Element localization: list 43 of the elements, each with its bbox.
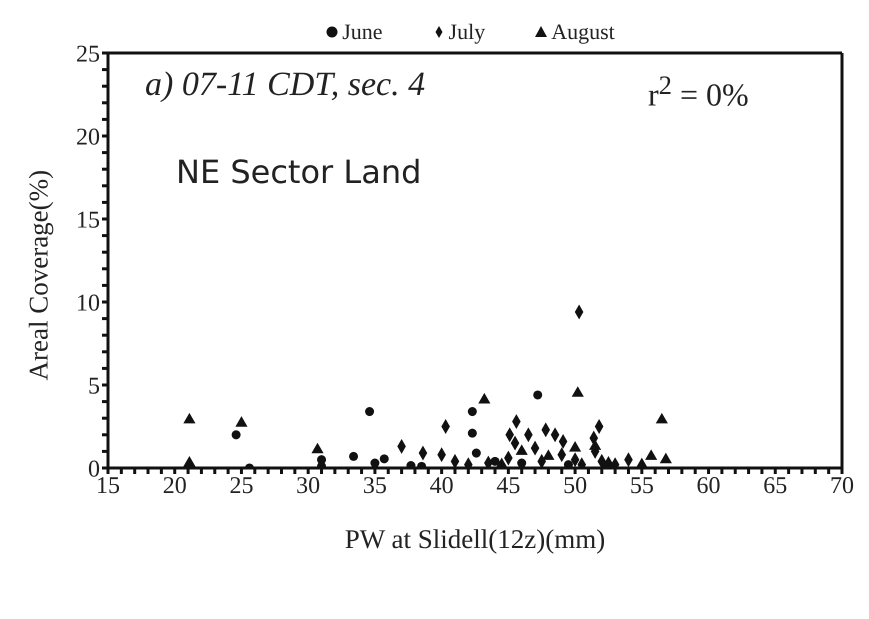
annotation: NE Sector Land	[176, 153, 422, 191]
point	[380, 454, 389, 464]
point	[468, 407, 477, 416]
point	[533, 390, 542, 400]
y-tick-label: 20	[76, 124, 100, 151]
y-axis-title: Areal Coverage(%)	[24, 170, 54, 380]
y-tick-label: 25	[76, 42, 100, 68]
point	[183, 456, 196, 467]
x-tick-label: 70	[830, 473, 854, 500]
x-tick-label: 35	[362, 473, 387, 500]
point	[311, 442, 324, 454]
point	[569, 441, 582, 452]
x-tick-label: 25	[229, 473, 254, 500]
x-tick-label: 45	[496, 473, 520, 500]
point	[472, 448, 481, 458]
point	[636, 458, 648, 468]
point	[645, 449, 658, 460]
point	[235, 416, 248, 427]
x-axis-title: PW at Slidell(12z)(mm)	[344, 524, 606, 554]
x-tick-label: 60	[696, 473, 721, 500]
point	[542, 449, 554, 460]
y-tick-label: 15	[76, 208, 100, 234]
annotation: r$^{2}$ = 0%	[648, 70, 749, 114]
legend-label: August	[550, 19, 615, 45]
point	[468, 428, 477, 438]
point	[660, 452, 672, 464]
legend-label: June	[341, 19, 383, 45]
x-tick-label: 55	[630, 473, 654, 500]
x-tick-label: 30	[296, 473, 320, 500]
y-tick-label: 10	[76, 290, 100, 317]
point	[365, 407, 374, 416]
point	[232, 430, 241, 440]
point	[349, 452, 358, 461]
x-tick-label: 40	[430, 473, 454, 500]
annotation: a) 07-11 CDT, sec. 4	[145, 66, 426, 104]
x-tick-label: 20	[162, 473, 187, 500]
legend-label: July	[448, 19, 486, 45]
y-tick-label: 0	[88, 456, 100, 483]
y-tick-label: 5	[88, 374, 100, 400]
point	[496, 458, 508, 468]
x-tick-label: 65	[763, 473, 788, 500]
x-tick-label: 50	[563, 473, 588, 500]
point	[516, 444, 528, 455]
